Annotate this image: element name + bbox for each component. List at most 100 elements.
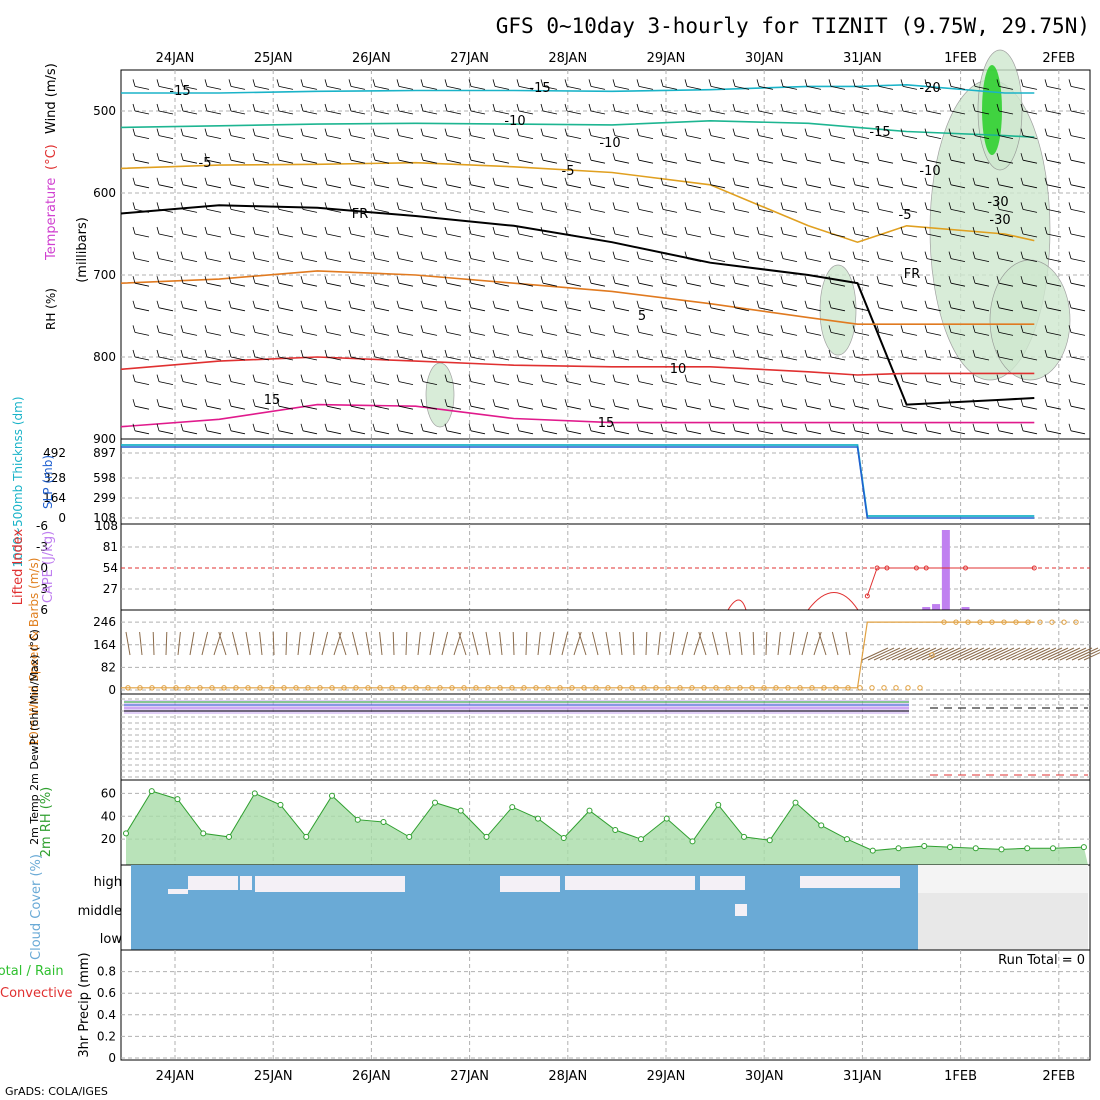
barb-shaft [134,209,150,213]
wind10m-barb [1059,647,1087,661]
barb-flag [612,276,616,284]
barb-flag [204,251,208,259]
barb-shaft [854,307,870,312]
barb-shaft [158,356,174,361]
thickness-slp-frame [120,438,1091,525]
barb-shaft [614,184,630,189]
barb-shaft [614,282,630,287]
cape-tick: 27 [103,582,118,596]
barb-flag [828,325,832,333]
barb-shaft [734,258,750,262]
barb-flag [612,202,616,210]
barb-shaft [758,307,774,312]
barb-flag [852,374,856,382]
pressure-tick: 500 [93,104,116,118]
barb-flag [852,153,856,161]
barb-flag [828,202,832,210]
barb-shaft [230,233,246,238]
barb-shaft [422,110,438,115]
barb-flag [636,374,640,382]
barb-shaft [158,430,174,435]
barb-flag [204,399,208,407]
rh-point [612,827,619,833]
barb-shaft [470,430,486,435]
barb-shaft [182,159,198,164]
barb-flag [684,399,688,407]
barb-shaft [782,356,798,361]
barb-shaft [926,405,942,410]
barb-flag [324,374,328,382]
barb-flag [780,399,784,407]
barb-shaft [158,86,174,90]
barb-flag [468,300,472,308]
barb-flag [396,423,400,431]
wind-speed-point [809,685,815,691]
rh-tick: 20 [101,832,116,846]
wind-tick: 164 [93,638,116,652]
barb-shaft [518,159,534,164]
rh-point [741,833,747,840]
barb-shaft [686,233,702,238]
contour-label: -10 [919,164,940,179]
wind-speed-point [353,685,359,691]
barb-flag [708,251,712,259]
barb-shaft [470,209,486,213]
barb-flag [228,374,232,382]
barb-shaft [926,332,942,336]
barb-flag [660,153,664,161]
barb-flag [420,325,424,333]
wind10m-barb [125,631,131,656]
barb-flag [684,325,688,333]
barb-shaft [782,159,798,164]
wind10m-barb [945,647,973,661]
barb-flag [708,226,712,235]
barb-flag [420,226,424,235]
wind10m-barb [1005,647,1033,661]
barb-shaft [158,307,174,312]
barb-shaft [782,110,798,115]
barb-flag [612,153,616,161]
barb-shaft [158,233,174,238]
barb-flag [348,276,352,284]
barb-flag [972,202,976,210]
barb-shaft [470,381,486,385]
barb-shaft [662,356,678,361]
barb-flag [252,226,256,235]
wind-speed-point [293,685,299,691]
barb-shaft [806,258,822,262]
barb-shaft [494,405,510,410]
barb-flag [780,128,784,136]
barb-flag [204,349,208,358]
barb-flag [300,153,304,161]
barb-flag [876,177,880,185]
barb-shaft [350,381,366,385]
barb-shaft [590,184,606,189]
barb-flag [804,226,808,235]
barb-shaft [830,135,846,139]
barb-shaft [614,86,630,90]
barb-flag [180,103,184,112]
wind10m-barb [499,631,503,656]
barb-flag [228,325,232,333]
wind-speed-point [1049,619,1055,625]
rh-shading [425,49,1071,428]
wind10m-barb [231,631,239,656]
barb-shaft [374,356,390,361]
barb-shaft [542,86,558,90]
contour-label: 15 [598,416,615,431]
barb-shaft [230,430,246,435]
barb-shaft [134,405,150,410]
barb-shaft [782,332,798,336]
rh-point [869,847,876,854]
barb-flag [1020,399,1024,407]
barb-flag [516,177,520,185]
barb-shaft [278,258,294,262]
wind-speed-point [389,685,395,691]
barb-flag [204,276,208,284]
barb-flag [708,177,712,185]
wind10m-barb [879,647,907,661]
top-date-label: 28JAN [548,51,587,66]
barb-shaft [710,86,726,90]
barb-flag [660,423,664,431]
contour-label: -10 [504,114,525,129]
